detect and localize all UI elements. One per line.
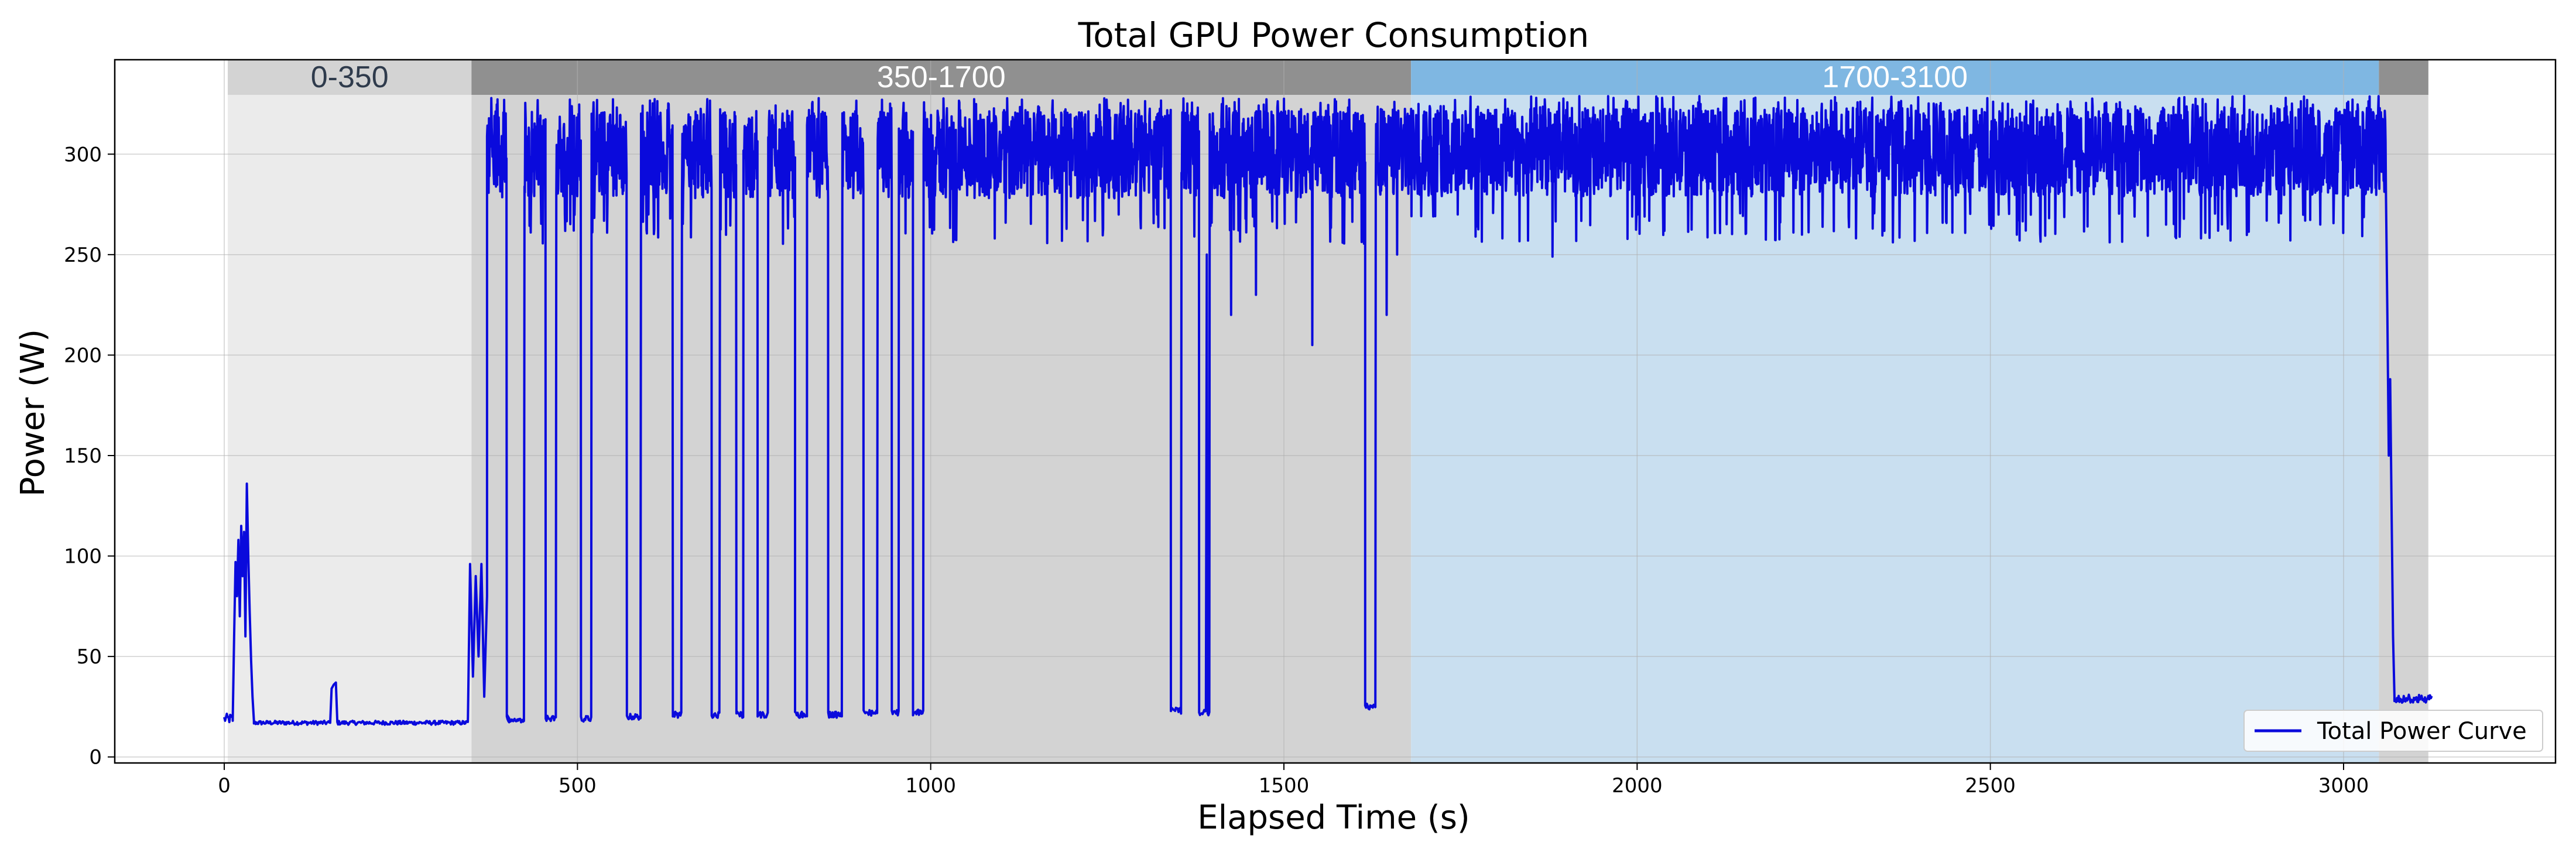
phase-label-0: 0-350	[311, 60, 389, 94]
x-tick-label: 2000	[1612, 774, 1663, 798]
y-tick-label: 50	[77, 645, 102, 669]
phase-header-1	[471, 60, 1412, 95]
phase-label-2: 1700-3100	[1822, 60, 1968, 94]
phase-header-2	[1411, 60, 2379, 95]
y-tick-label: 100	[64, 545, 102, 569]
legend-box	[2243, 710, 2543, 752]
x-tick-label: 2500	[1965, 774, 2016, 798]
plot-frame	[114, 59, 2557, 764]
phase-header-0	[228, 60, 472, 95]
x-tick-label: 1500	[1259, 774, 1310, 798]
phase-label-1: 350-1700	[877, 60, 1006, 94]
chart-title: Total GPU Power Consumption	[1078, 15, 1590, 55]
y-tick-label: 0	[89, 746, 102, 769]
x-tick-label: 0	[218, 774, 231, 798]
y-tick-label: 250	[64, 244, 102, 267]
x-axis-label: Elapsed Time (s)	[1197, 799, 1470, 837]
phase-region-3	[2379, 60, 2428, 763]
x-tick-label: 1000	[905, 774, 956, 798]
y-axis-label: Power (W)	[14, 329, 52, 497]
series-line-total-power	[223, 95, 2433, 726]
x-tick-label: 500	[559, 774, 597, 798]
y-tick-label: 300	[64, 143, 102, 166]
x-tick-label: 3000	[2318, 774, 2369, 798]
legend-entry: Total Power Curve	[2317, 718, 2527, 745]
y-tick-label: 150	[64, 444, 102, 468]
phase-region-0	[228, 60, 472, 763]
phase-header-3	[2379, 60, 2428, 95]
y-tick-label: 200	[64, 344, 102, 367]
